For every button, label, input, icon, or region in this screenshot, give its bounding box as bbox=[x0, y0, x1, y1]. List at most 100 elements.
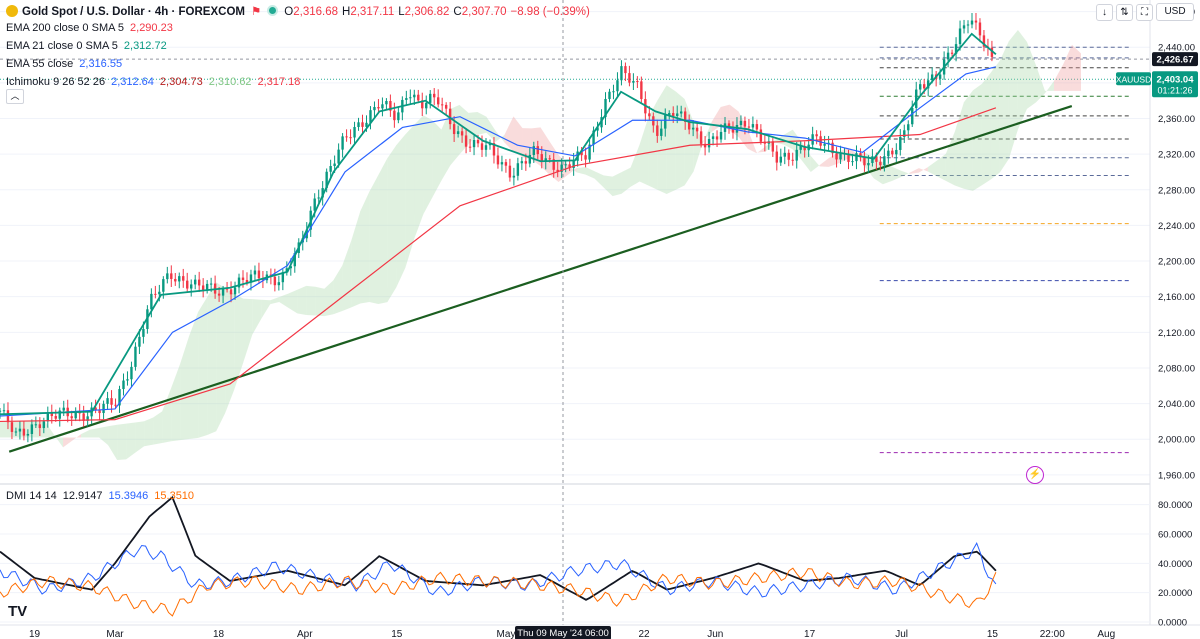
legend-label: EMA 21 close 0 SMA 5 bbox=[6, 40, 118, 52]
candle-body bbox=[389, 101, 392, 111]
candle-body bbox=[536, 146, 539, 155]
cloud-segment bbox=[369, 174, 379, 305]
candle-body bbox=[237, 277, 241, 288]
candle-body bbox=[18, 428, 22, 432]
fullscreen-icon[interactable]: ⛶ bbox=[1136, 4, 1153, 21]
candle-body bbox=[974, 20, 978, 23]
candle-body bbox=[369, 110, 372, 123]
cloud-segment bbox=[180, 335, 190, 441]
badge-bg bbox=[515, 626, 611, 639]
cloud-segment bbox=[666, 85, 676, 195]
cloud-segment bbox=[288, 289, 298, 314]
candle-body bbox=[74, 411, 77, 419]
candle-body bbox=[197, 279, 201, 286]
cloud-segment bbox=[594, 171, 604, 188]
cloud-segment bbox=[387, 145, 397, 303]
legend-row[interactable]: Ichimoku 9 26 52 26 2,312.64 2,304.73 2,310… bbox=[6, 76, 302, 89]
symbol-title[interactable]: Gold Spot / U.S. Dollar · 4h · FOREXCOM bbox=[22, 6, 245, 18]
dmi-legend: DMI 14 14 12.9147 15.3946 15.3510 bbox=[6, 490, 196, 503]
market-status-icon bbox=[267, 5, 279, 16]
candle-body bbox=[779, 156, 782, 163]
candle-body bbox=[660, 128, 663, 136]
candle-body bbox=[174, 278, 177, 282]
legend-value: 2,317.18 bbox=[257, 76, 301, 88]
candle-body bbox=[946, 52, 950, 60]
legend-value: 2,312.72 bbox=[123, 40, 167, 52]
currency-selector[interactable]: USD bbox=[1156, 3, 1194, 21]
candle-body bbox=[922, 84, 926, 89]
candle-body bbox=[205, 283, 209, 290]
cloud-segment bbox=[630, 144, 640, 187]
time-tick-label: Jul bbox=[895, 629, 908, 639]
candle-body bbox=[839, 153, 842, 160]
collapse-legend-icon[interactable]: ︿ bbox=[6, 89, 24, 104]
time-tick-label: 18 bbox=[213, 629, 225, 639]
legend-row[interactable]: EMA 55 close 2,316.55 bbox=[6, 58, 124, 71]
candle-body bbox=[719, 131, 723, 140]
candle-body bbox=[98, 410, 101, 414]
candle-body bbox=[556, 169, 559, 172]
candle-body bbox=[381, 104, 384, 109]
cloud-segment bbox=[54, 434, 64, 448]
candle-body bbox=[110, 398, 113, 405]
cloud-segment bbox=[171, 363, 181, 442]
tradingview-logo-icon[interactable]: TV bbox=[8, 603, 28, 620]
candle-body bbox=[954, 44, 958, 54]
cloud-segment bbox=[405, 124, 415, 268]
candle-body bbox=[14, 431, 18, 433]
candle-body bbox=[568, 164, 571, 169]
arrow-down-up-icon[interactable]: ⇅ bbox=[1116, 4, 1133, 21]
flash-icon[interactable]: ⚡ bbox=[1026, 466, 1044, 484]
crosshair-time-label: Thu 09 May '24 06:00 bbox=[517, 628, 609, 639]
dmi-tick-label: 80.0000 bbox=[1158, 500, 1192, 511]
candle-body bbox=[34, 424, 38, 426]
candle-body bbox=[540, 154, 543, 162]
grid bbox=[0, 11, 1150, 476]
candle-body bbox=[970, 20, 974, 25]
cloud-segment bbox=[9, 421, 19, 438]
candle-body bbox=[743, 120, 747, 127]
cloud-segment bbox=[576, 167, 586, 175]
flag-icon[interactable]: ⚑ bbox=[250, 6, 262, 18]
cloud-segment bbox=[747, 129, 757, 154]
candle-body bbox=[30, 424, 34, 434]
candle-body bbox=[229, 289, 233, 295]
ohlc-c: C2,307.70 bbox=[453, 6, 507, 18]
candle-body bbox=[70, 416, 73, 419]
time-tick-label: 15 bbox=[987, 629, 999, 639]
candle-body bbox=[353, 127, 356, 138]
candle-body bbox=[293, 253, 296, 267]
candle-body bbox=[759, 129, 763, 142]
legend-row[interactable]: EMA 200 close 0 SMA 5 2,290.23 bbox=[6, 22, 175, 35]
candle-body bbox=[803, 146, 806, 151]
candle-body bbox=[273, 276, 277, 286]
candle-body bbox=[122, 380, 125, 390]
cloud-segment bbox=[189, 311, 199, 439]
candle-body bbox=[891, 150, 894, 155]
candle-body bbox=[608, 91, 611, 99]
cloud-segment bbox=[1071, 44, 1081, 91]
candle-body bbox=[440, 104, 444, 106]
candle-body bbox=[50, 412, 53, 417]
candle-body bbox=[512, 175, 516, 178]
candle-body bbox=[887, 150, 890, 157]
candle-body bbox=[38, 424, 42, 429]
candle-body bbox=[321, 188, 324, 198]
time-tick-label: 15 bbox=[391, 629, 403, 639]
candle-body bbox=[150, 293, 153, 310]
time-tick-label: 19 bbox=[29, 629, 41, 639]
last-price-badge: 2,403.04 bbox=[1157, 74, 1195, 85]
candle-body bbox=[962, 25, 966, 29]
cloud-segment bbox=[540, 127, 550, 175]
cloud-segment bbox=[648, 100, 658, 190]
candle-body bbox=[281, 272, 285, 283]
candle-body bbox=[492, 143, 496, 156]
candle-body bbox=[130, 366, 133, 380]
legend-row[interactable]: EMA 21 close 0 SMA 5 2,312.72 bbox=[6, 40, 169, 53]
candle-body bbox=[178, 276, 181, 282]
cloud-segment bbox=[216, 282, 226, 432]
arrow-down-icon[interactable]: ↓ bbox=[1096, 4, 1113, 21]
candle-body bbox=[524, 161, 528, 164]
